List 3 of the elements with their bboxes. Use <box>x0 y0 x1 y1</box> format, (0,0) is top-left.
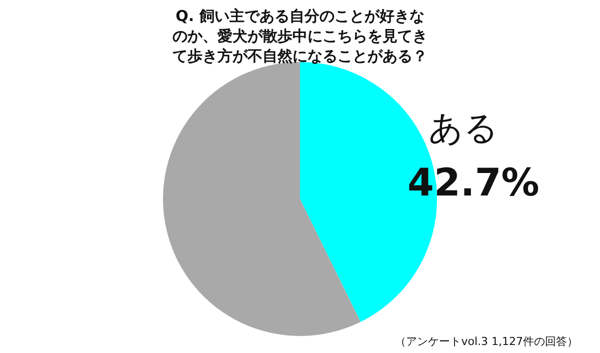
slice-label: ある <box>428 108 498 148</box>
chart-title: Q. 飼い主である自分のことが好きなのか、愛犬が散歩中にこちらを見てきて歩き方が不自然になることがある？ <box>172 6 428 66</box>
text: （アンケートvol.3 1,127件の回答） <box>395 334 578 349</box>
